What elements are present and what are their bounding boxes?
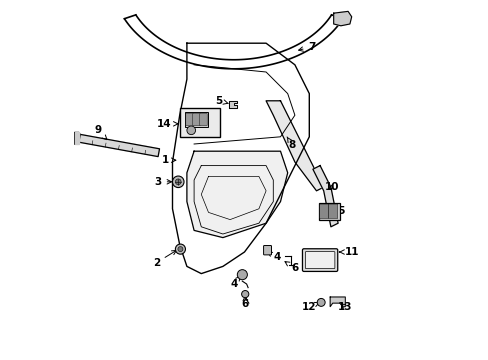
FancyBboxPatch shape	[318, 203, 339, 220]
Text: 4: 4	[267, 252, 280, 262]
FancyBboxPatch shape	[185, 113, 193, 126]
Text: 10: 10	[325, 182, 339, 192]
FancyBboxPatch shape	[192, 113, 200, 126]
FancyBboxPatch shape	[263, 246, 271, 255]
Text: 6: 6	[241, 296, 248, 309]
FancyBboxPatch shape	[184, 112, 208, 127]
Circle shape	[175, 244, 185, 254]
Circle shape	[178, 247, 183, 252]
Text: 1: 1	[162, 155, 176, 165]
FancyBboxPatch shape	[302, 249, 337, 271]
Circle shape	[317, 298, 325, 306]
Text: 5: 5	[215, 96, 228, 106]
Text: 15: 15	[331, 206, 346, 216]
Text: 13: 13	[337, 302, 352, 312]
Text: 3: 3	[154, 177, 171, 187]
Polygon shape	[75, 132, 79, 144]
Text: 11: 11	[339, 247, 359, 257]
Text: 8: 8	[286, 137, 295, 150]
Text: 14: 14	[157, 119, 178, 129]
Polygon shape	[228, 101, 237, 108]
Text: 9: 9	[94, 125, 107, 140]
Circle shape	[186, 126, 195, 135]
Polygon shape	[312, 166, 337, 227]
Text: 2: 2	[152, 251, 176, 268]
Polygon shape	[186, 151, 287, 238]
Circle shape	[237, 270, 247, 280]
Circle shape	[241, 291, 248, 298]
Polygon shape	[329, 297, 345, 307]
Polygon shape	[265, 101, 323, 191]
Circle shape	[175, 179, 181, 185]
FancyBboxPatch shape	[180, 108, 220, 137]
Text: 12: 12	[302, 302, 319, 312]
Circle shape	[172, 176, 183, 188]
Polygon shape	[79, 134, 159, 157]
Text: 6: 6	[285, 262, 298, 273]
FancyBboxPatch shape	[328, 204, 337, 219]
FancyBboxPatch shape	[305, 252, 334, 269]
FancyBboxPatch shape	[199, 113, 207, 126]
Text: 7: 7	[298, 42, 315, 52]
Polygon shape	[333, 12, 351, 26]
Text: 4: 4	[229, 276, 240, 289]
FancyBboxPatch shape	[319, 204, 328, 219]
